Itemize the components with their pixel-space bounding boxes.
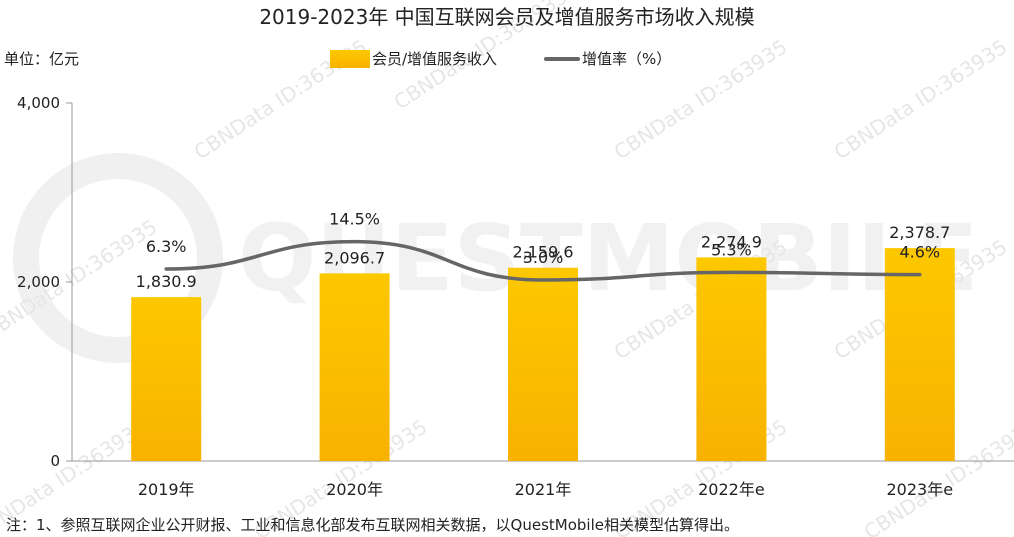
rate-line xyxy=(164,239,922,282)
rate-value-label: 4.6% xyxy=(899,243,940,262)
bar-value-label: 2,378.7 xyxy=(889,223,950,242)
legend-line-label: 增值率（%） xyxy=(582,50,671,68)
bar xyxy=(884,248,955,461)
x-tick-label: 2023年e xyxy=(887,480,954,499)
rate-line-group xyxy=(164,239,922,282)
unit-label: 单位：亿元 xyxy=(4,50,79,68)
legend: 会员/增值服务收入 增值率（%） xyxy=(330,50,671,68)
chart-title: 2019-2023年 中国互联网会员及增值服务市场收入规模 xyxy=(259,5,754,29)
bar xyxy=(319,273,390,461)
legend-bar-label: 会员/增值服务收入 xyxy=(372,50,497,68)
legend-bar-swatch xyxy=(330,50,370,68)
bar-value-label: 2,159.6 xyxy=(512,243,573,262)
x-tick-label: 2019年 xyxy=(138,480,195,499)
watermark-id: CBNData ID:363935 xyxy=(830,35,1012,165)
y-tick-label: 0 xyxy=(50,452,60,470)
bar xyxy=(508,267,578,461)
rate-value-label: 14.5% xyxy=(329,210,380,229)
x-tick-label: 2021年 xyxy=(515,480,572,499)
bars xyxy=(131,248,955,461)
y-tick-label: 2,000 xyxy=(17,273,60,291)
rate-value-label: 5.3% xyxy=(711,240,752,259)
bar-value-label: 2,274.9 xyxy=(701,232,762,251)
watermark-ring-icon xyxy=(13,153,223,363)
x-tick-label: 2022年e xyxy=(698,480,765,499)
bar-value-label: 1,830.9 xyxy=(136,272,197,291)
x-tick-label: 2020年 xyxy=(326,480,383,499)
bar-value-label: 2,096.7 xyxy=(324,248,385,267)
footnote: 注：1、参照互联网企业公开财报、工业和信息化部发布互联网相关数据，以QuestM… xyxy=(6,516,739,534)
x-ticks: 2019年 2020年 2021年 2022年e 2023年e xyxy=(138,480,953,499)
rate-labels: 6.3% 14.5% 3.0% 5.3% 4.6% xyxy=(146,210,940,267)
bar xyxy=(131,297,202,461)
bar-labels: 1,830.9 2,096.7 2,159.6 2,274.9 2,378.7 xyxy=(136,223,951,291)
bar xyxy=(696,257,767,461)
y-tick-label: 4,000 xyxy=(17,94,60,112)
y-ticks: 0 2,000 4,000 xyxy=(17,94,72,470)
rate-value-label: 6.3% xyxy=(146,237,187,256)
rate-value-label: 3.0% xyxy=(523,248,564,267)
